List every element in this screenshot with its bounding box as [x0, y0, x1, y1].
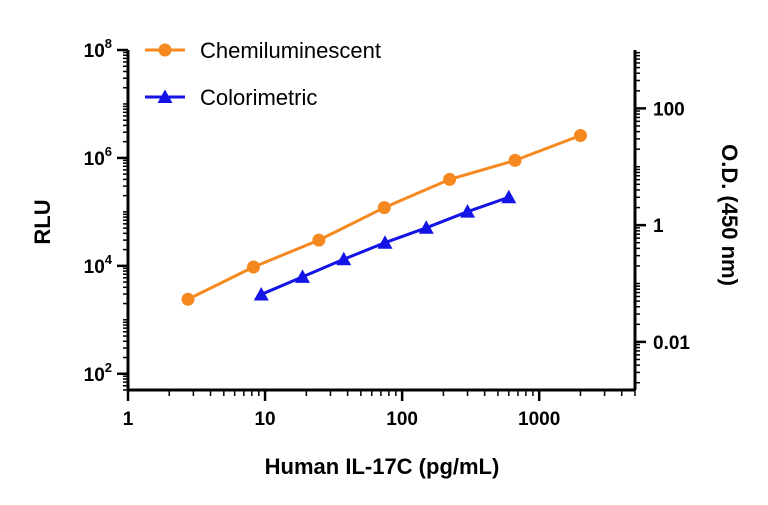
data-point-chemiluminescent — [443, 172, 457, 186]
y2-tick-label: 0.01 — [653, 333, 690, 354]
legend-item-colorimetric: Colorimetric — [145, 85, 317, 110]
y-tick-label: 106 — [84, 144, 112, 170]
legend-marker — [158, 43, 172, 57]
series-layer — [181, 129, 587, 306]
data-point-colorimetric — [377, 235, 393, 249]
x-axis: 1 10 100 1000 — [123, 388, 636, 430]
series-colorimetric — [253, 189, 517, 301]
legend-item-chemiluminescent: Chemiluminescent — [145, 38, 381, 63]
x-tick-label: 10 — [254, 409, 275, 430]
data-point-chemiluminescent — [246, 260, 260, 274]
data-point-colorimetric — [253, 286, 269, 301]
legend-label: Chemiluminescent — [200, 38, 381, 63]
series-line-chemiluminescent — [187, 134, 581, 301]
x-axis-title: Human IL-17C (pg/mL) — [265, 454, 500, 479]
data-point-chemiluminescent — [508, 153, 522, 167]
y-tick-label: 108 — [84, 36, 112, 62]
series-chemiluminescent — [181, 129, 587, 306]
data-point-chemiluminescent — [377, 201, 391, 215]
data-point-chemiluminescent — [573, 129, 587, 143]
data-point-chemiluminescent — [181, 292, 195, 306]
y-axis-right: 0.01 1 100 — [633, 50, 690, 390]
data-point-chemiluminescent — [312, 233, 326, 247]
y2-tick-label: 100 — [653, 99, 685, 120]
y-axis-title: RLU — [30, 199, 55, 244]
data-point-colorimetric — [501, 189, 517, 204]
x-tick-label: 1 — [123, 409, 134, 430]
data-point-colorimetric — [294, 269, 310, 283]
legend: Chemiluminescent Colorimetric — [145, 38, 381, 110]
y2-axis-title: O.D. (450 nm) — [717, 144, 742, 286]
y-tick-label: 102 — [84, 360, 112, 386]
x-tick-label: 100 — [386, 409, 418, 430]
legend-marker — [157, 89, 173, 103]
data-point-colorimetric — [336, 251, 352, 266]
legend-label: Colorimetric — [200, 85, 317, 110]
data-point-colorimetric — [460, 204, 476, 218]
y-tick-label: 104 — [84, 252, 113, 278]
y2-tick-label: 1 — [653, 216, 664, 237]
data-point-colorimetric — [418, 220, 434, 234]
y-axis-left: 102 104 106 108 — [84, 36, 130, 391]
x-tick-label: 1000 — [518, 409, 560, 430]
